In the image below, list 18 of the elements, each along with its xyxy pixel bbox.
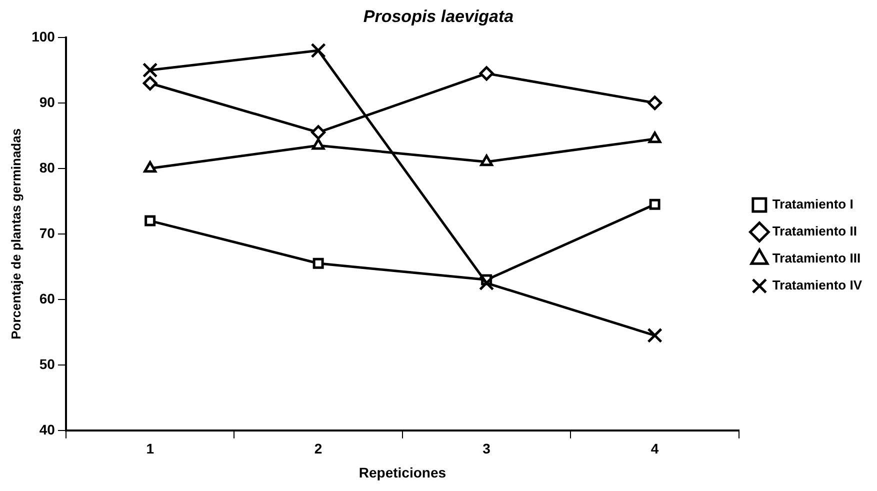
x-tick-label: 3 xyxy=(482,440,491,457)
y-tick-label: 100 xyxy=(32,28,56,44)
legend-label: Tratamiento III xyxy=(772,250,861,266)
y-tick-label: 60 xyxy=(39,290,56,306)
y-tick-label: 40 xyxy=(39,421,56,438)
y-tick-label: 50 xyxy=(39,356,56,372)
legend-label: Tratamiento IV xyxy=(772,278,862,293)
y-axis-title: Porcentaje de plantas germinadas xyxy=(8,128,24,340)
y-tick-label: 70 xyxy=(39,224,56,241)
y-tick-label: 90 xyxy=(39,94,56,110)
x-tick-label: 1 xyxy=(146,440,154,457)
x-tick-label: 4 xyxy=(650,440,659,457)
legend-label: Tratamiento I xyxy=(772,196,854,212)
chart-title: Prosopis laevigata xyxy=(363,6,514,26)
x-tick-label: 2 xyxy=(314,440,322,457)
y-tick-label: 80 xyxy=(39,159,56,176)
x-axis-title: Repeticiones xyxy=(358,464,446,480)
legend-label: Tratamiento II xyxy=(772,224,857,239)
